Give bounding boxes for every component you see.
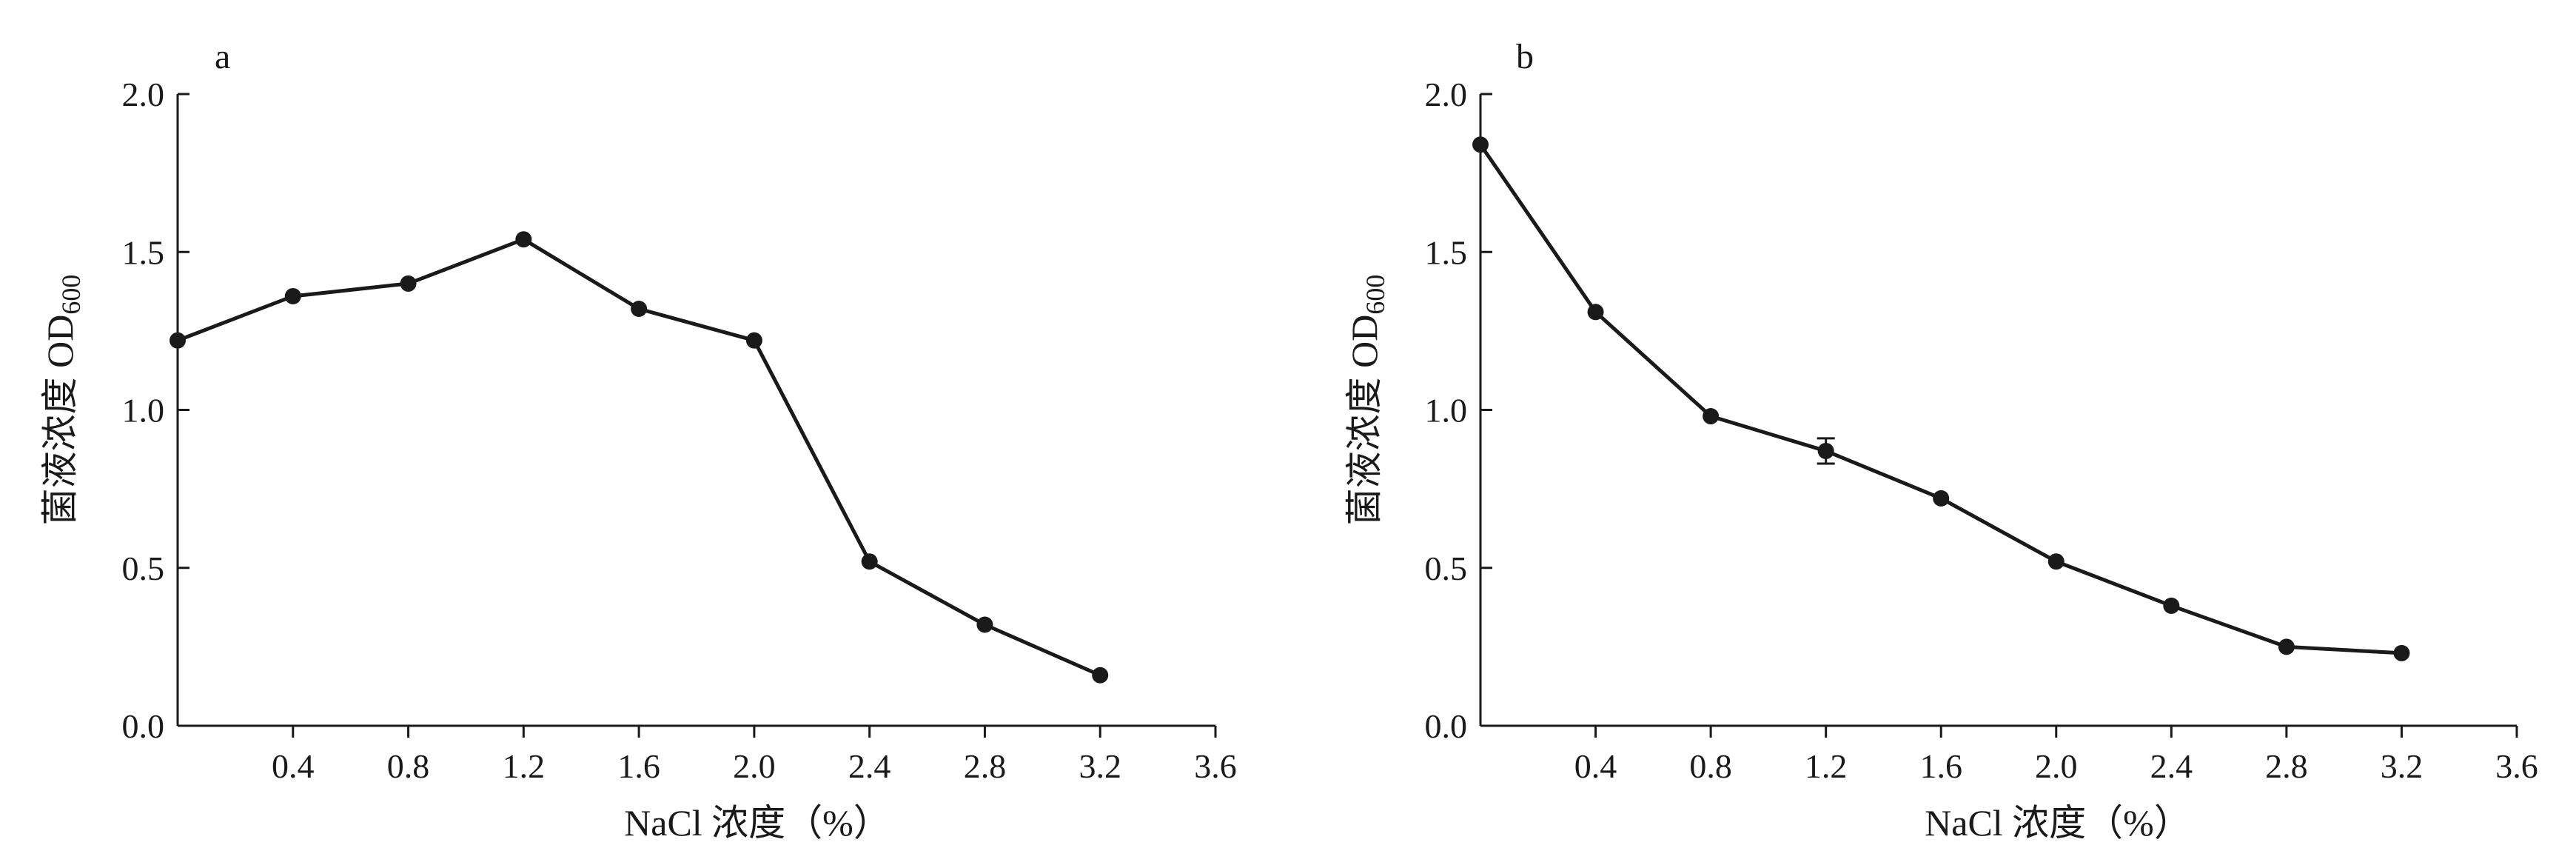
series-line (1478, 143, 2402, 655)
data-point (861, 553, 878, 570)
data-point (2163, 597, 2180, 614)
data-point (2047, 553, 2065, 570)
x-axis-title: NaCl 浓度（%） (1925, 802, 2191, 844)
x-tick-label: 2.0 (2035, 747, 2078, 785)
y-axis-title-subscript: 600 (1361, 275, 1390, 315)
y-tick-label: 1.0 (1425, 392, 1468, 430)
data-point (1587, 304, 1604, 321)
x-tick-label: 2.0 (733, 747, 776, 785)
x-tick-label: 2.8 (964, 747, 1007, 785)
data-point (1472, 136, 1489, 153)
y-tick-label: 0.0 (122, 707, 165, 745)
data-point (515, 231, 532, 248)
data-point (2278, 638, 2295, 655)
y-tick-label: 1.5 (122, 233, 165, 271)
y-tick-label: 1.5 (1425, 233, 1468, 271)
data-point (1817, 442, 1834, 459)
y-tick-label: 0.5 (1425, 550, 1468, 587)
x-tick-label: 0.8 (1689, 747, 1732, 785)
data-point (1933, 490, 1950, 507)
data-point (1092, 667, 1109, 684)
data-point (745, 332, 762, 349)
chart-panel-b: b 菌液浓度 OD600 NaCl 浓度（%） 0.0 0.5 1.0 1.5 2.0 0… (1344, 37, 2538, 844)
y-axis-title-main: 菌液浓度 OD (39, 315, 81, 526)
data-point (2393, 644, 2410, 661)
y-axis-title-main: 菌液浓度 OD (1344, 315, 1385, 526)
x-tick-label: 3.6 (1194, 747, 1237, 785)
y-axis-title-subscript: 600 (56, 275, 86, 315)
x-tick-label: 2.4 (848, 747, 891, 785)
x-tick-label: 1.2 (1805, 747, 1848, 785)
x-tick-label: 2.8 (2265, 747, 2308, 785)
panel-label: b (1516, 37, 1534, 76)
chart-panel-a: a 菌液浓度 OD600 NaCl 浓度（%） 0.0 0.5 1.0 1.5 2.0 0… (39, 37, 1237, 844)
x-tick-label: 3.6 (2495, 747, 2538, 785)
panel-label: a (215, 37, 230, 76)
y-tick-label: 1.0 (122, 392, 165, 430)
y-axis-title: 菌液浓度 OD600 (39, 275, 86, 526)
y-tick-label: 2.0 (122, 76, 165, 113)
y-tick-label: 0.0 (1425, 707, 1468, 745)
x-tick-label: 3.2 (2381, 747, 2424, 785)
data-point (976, 616, 993, 633)
y-axis-title: 菌液浓度 OD600 (1344, 275, 1390, 526)
x-tick-label: 0.4 (272, 747, 315, 785)
y-tick-label: 0.5 (122, 550, 165, 587)
data-point (1703, 408, 1720, 425)
x-tick-label: 2.4 (2150, 747, 2193, 785)
x-tick-label: 0.4 (1574, 747, 1617, 785)
data-point (170, 332, 186, 349)
x-tick-label: 1.6 (1919, 747, 1962, 785)
data-point (631, 301, 648, 318)
x-tick-label: 1.6 (617, 747, 660, 785)
y-tick-label: 2.0 (1425, 76, 1468, 113)
x-tick-label: 0.8 (387, 747, 430, 785)
data-point (284, 287, 301, 304)
x-tick-label: 3.2 (1079, 747, 1121, 785)
x-tick-label: 1.2 (503, 747, 546, 785)
data-point (400, 275, 417, 292)
x-axis-title: NaCl 浓度（%） (624, 802, 890, 844)
